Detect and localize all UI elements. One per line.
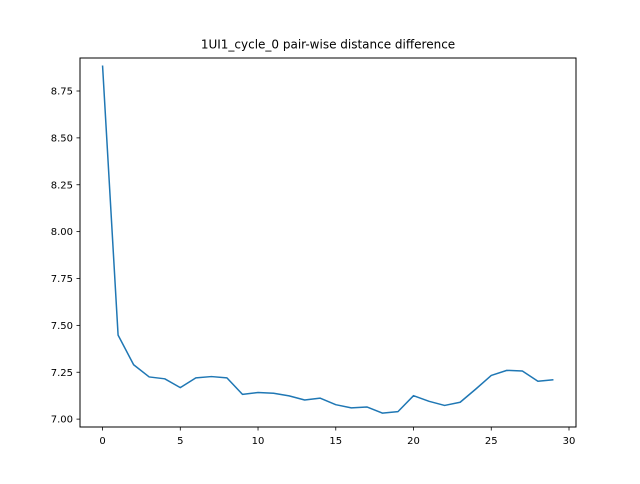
y-tick-label: 8.50 xyxy=(51,133,73,144)
x-tick-label: 15 xyxy=(329,436,342,447)
chart-title: 1UI1_cycle_0 pair-wise distance differen… xyxy=(201,38,455,52)
y-tick-label: 8.75 xyxy=(51,87,73,98)
y-tick-label: 7.00 xyxy=(51,415,73,426)
plot-frame xyxy=(79,57,577,428)
y-tick-label: 7.25 xyxy=(51,368,73,379)
x-tick-label: 0 xyxy=(99,436,105,447)
x-tick-label: 30 xyxy=(563,436,576,447)
series-line-0 xyxy=(101,65,554,414)
y-tick-label: 7.75 xyxy=(51,274,73,285)
x-tick-label: 25 xyxy=(485,436,498,447)
y-tick-label: 8.00 xyxy=(51,227,73,238)
y-tick-label: 7.50 xyxy=(51,321,73,332)
x-tick-label: 20 xyxy=(407,436,420,447)
x-tick-label: 10 xyxy=(252,436,265,447)
y-tick-label: 8.25 xyxy=(51,180,73,191)
x-tick-label: 5 xyxy=(177,436,183,447)
